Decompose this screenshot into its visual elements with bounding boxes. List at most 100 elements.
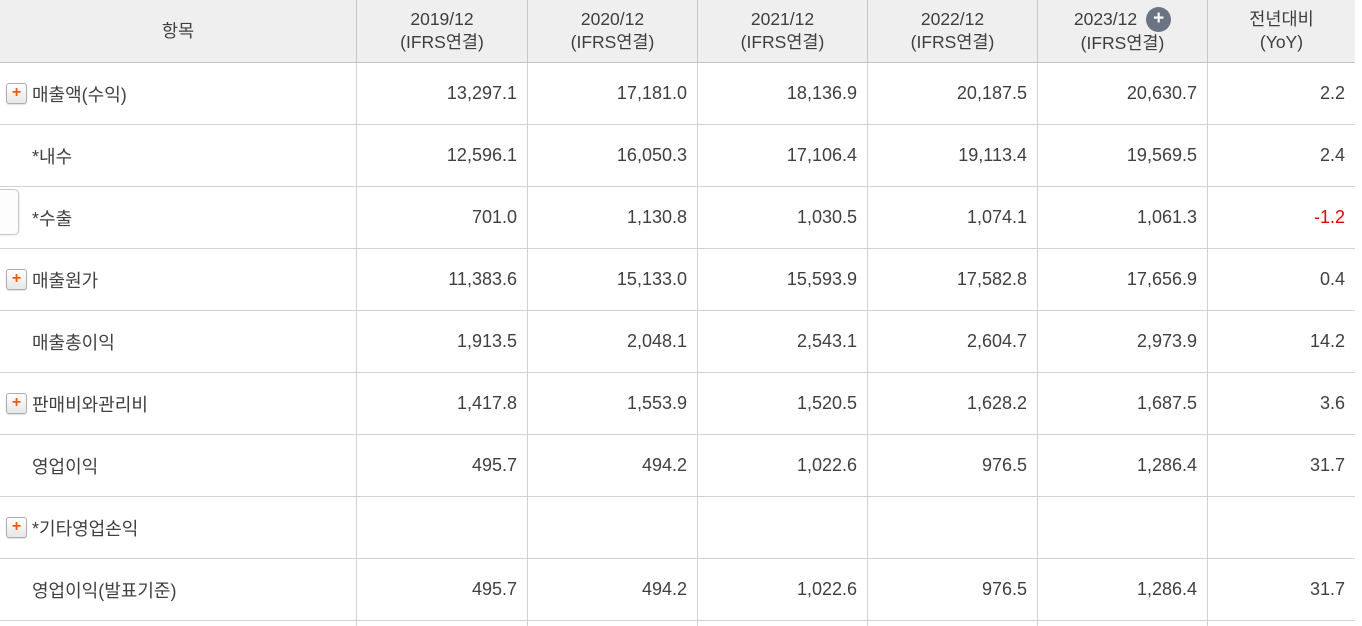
value-cell: 19,569.5 <box>1038 125 1208 186</box>
expand-plus-icon: + <box>11 393 22 411</box>
yoy-cell: 2.4 <box>1319 145 1345 165</box>
table-row: 매출총이익 1,913.5 2,048.1 2,543.1 2,604.7 2,… <box>0 311 1355 373</box>
row-label-cell: + *기타영업손익 <box>0 497 357 558</box>
row-label: *내수 <box>32 146 73 167</box>
value-cell: 495.7 <box>357 435 528 496</box>
expand-button[interactable]: + <box>6 83 27 104</box>
expand-plus-icon: + <box>11 83 22 101</box>
value-cell: 701.0 <box>357 187 528 248</box>
header-period-2020: 2020/12 (IFRS연결) <box>528 0 698 62</box>
expand-plus-icon: + <box>11 269 22 287</box>
table-row: *내수 12,596.1 16,050.3 17,106.4 19,113.4 … <box>0 125 1355 187</box>
row-label-cell: + 매출원가 <box>0 249 357 310</box>
row-label-cell: 영업이익(발표기준) <box>0 559 357 620</box>
value-cell: 976.5 <box>868 559 1038 620</box>
value-cell: 1,687.5 <box>1038 373 1208 434</box>
yoy-cell: 2.2 <box>1319 83 1345 103</box>
yoy-cell: 31.7 <box>1309 579 1345 599</box>
value-cell: 11,383.6 <box>357 249 528 310</box>
table-row: *수출 701.0 1,130.8 1,030.5 1,074.1 1,061.… <box>0 187 1355 249</box>
expand-button[interactable]: + <box>6 517 27 538</box>
table-row: + 매출원가 11,383.6 15,133.0 15,593.9 17,582… <box>0 249 1355 311</box>
value-cell: 2,543.1 <box>698 311 868 372</box>
value-cell: 2,973.9 <box>1038 311 1208 372</box>
row-label-cell: 매출총이익 <box>0 311 357 372</box>
value-cell <box>1038 497 1208 558</box>
value-cell <box>357 497 528 558</box>
row-label-cell: *내수 <box>0 125 357 186</box>
yoy-cell: -1.2 <box>1313 207 1345 227</box>
value-cell: 1,130.8 <box>528 187 698 248</box>
yoy-cell: 31.7 <box>1309 455 1345 475</box>
value-cell: 1,286.4 <box>1038 559 1208 620</box>
table-row: 영업이익 495.7 494.2 1,022.6 976.5 1,286.4 3… <box>0 435 1355 497</box>
value-cell: 13,297.1 <box>357 63 528 124</box>
value-cell: 1,022.6 <box>698 435 868 496</box>
value-cell: 19,113.4 <box>868 125 1038 186</box>
value-cell: 17,106.4 <box>698 125 868 186</box>
header-yoy-sublabel: (YoY) <box>1259 32 1304 52</box>
value-cell: 15,593.9 <box>698 249 868 310</box>
header-period-2021: 2021/12 (IFRS연결) <box>698 0 868 62</box>
row-label-cell: 영업이익 <box>0 435 357 496</box>
value-cell <box>528 497 698 558</box>
value-cell: 1,061.3 <box>1038 187 1208 248</box>
value-cell: 1,417.8 <box>357 373 528 434</box>
value-cell: 494.2 <box>528 435 698 496</box>
yoy-cell <box>1208 497 1355 558</box>
value-cell: 17,656.9 <box>1038 249 1208 310</box>
value-cell: 494.2 <box>528 559 698 620</box>
add-column-button[interactable]: + <box>1146 7 1172 32</box>
value-cell: 1,913.5 <box>357 311 528 372</box>
value-cell: 17,181.0 <box>528 63 698 124</box>
value-cell: 2,604.7 <box>868 311 1038 372</box>
header-period-2022: 2022/12 (IFRS연결) <box>868 0 1038 62</box>
header-standard-label: (IFRS연결) <box>1080 33 1165 53</box>
value-cell: 1,520.5 <box>698 373 868 434</box>
header-period-2023: 2023/12 + (IFRS연결) <box>1038 0 1208 62</box>
table-header-row: 항목 2019/12 (IFRS연결) 2020/12 (IFRS연결) 202… <box>0 0 1355 63</box>
header-period-label: 2021/12 <box>750 9 815 29</box>
expand-button[interactable]: + <box>6 393 27 414</box>
value-cell: 16,050.3 <box>528 125 698 186</box>
header-period-label: 2020/12 <box>580 9 645 29</box>
header-item-label: 항목 <box>161 20 195 41</box>
header-period-2019: 2019/12 (IFRS연결) <box>357 0 528 62</box>
row-label: 매출액(수익) <box>32 84 127 105</box>
header-yoy-label: 전년대비 <box>1249 9 1314 29</box>
yoy-cell: 14.2 <box>1309 331 1345 351</box>
header-standard-label: (IFRS연결) <box>570 32 655 52</box>
value-cell <box>698 497 868 558</box>
yoy-cell: 0.4 <box>1319 269 1345 289</box>
value-cell: 1,074.1 <box>868 187 1038 248</box>
row-label: 매출원가 <box>32 270 99 291</box>
value-cell: 2,048.1 <box>528 311 698 372</box>
row-label: 판매비와관리비 <box>32 394 148 415</box>
plus-circle-icon: + <box>1153 8 1165 29</box>
value-cell: 1,286.4 <box>1038 435 1208 496</box>
table-body: + 매출액(수익) 13,297.1 17,181.0 18,136.9 20,… <box>0 63 1355 621</box>
header-standard-label: (IFRS연결) <box>400 32 484 52</box>
left-edge-partial-box <box>0 189 19 235</box>
header-period-label: 2023/12 <box>1073 9 1138 29</box>
value-cell <box>868 497 1038 558</box>
header-standard-label: (IFRS연결) <box>910 32 995 52</box>
expand-plus-icon: + <box>11 517 22 535</box>
value-cell: 12,596.1 <box>357 125 528 186</box>
value-cell: 1,553.9 <box>528 373 698 434</box>
header-period-label: 2022/12 <box>920 9 985 29</box>
value-cell: 1,030.5 <box>698 187 868 248</box>
table-row: + 판매비와관리비 1,417.8 1,553.9 1,520.5 1,628.… <box>0 373 1355 435</box>
table-row: + *기타영업손익 <box>0 497 1355 559</box>
row-label-cell: + 판매비와관리비 <box>0 373 357 434</box>
yoy-cell: 3.6 <box>1319 393 1345 413</box>
value-cell: 20,630.7 <box>1038 63 1208 124</box>
row-label-cell: + 매출액(수익) <box>0 63 357 124</box>
header-standard-label: (IFRS연결) <box>740 32 825 52</box>
expand-button[interactable]: + <box>6 269 27 290</box>
row-label: *수출 <box>32 208 73 229</box>
value-cell: 18,136.9 <box>698 63 868 124</box>
row-label: 영업이익(발표기준) <box>32 580 177 601</box>
